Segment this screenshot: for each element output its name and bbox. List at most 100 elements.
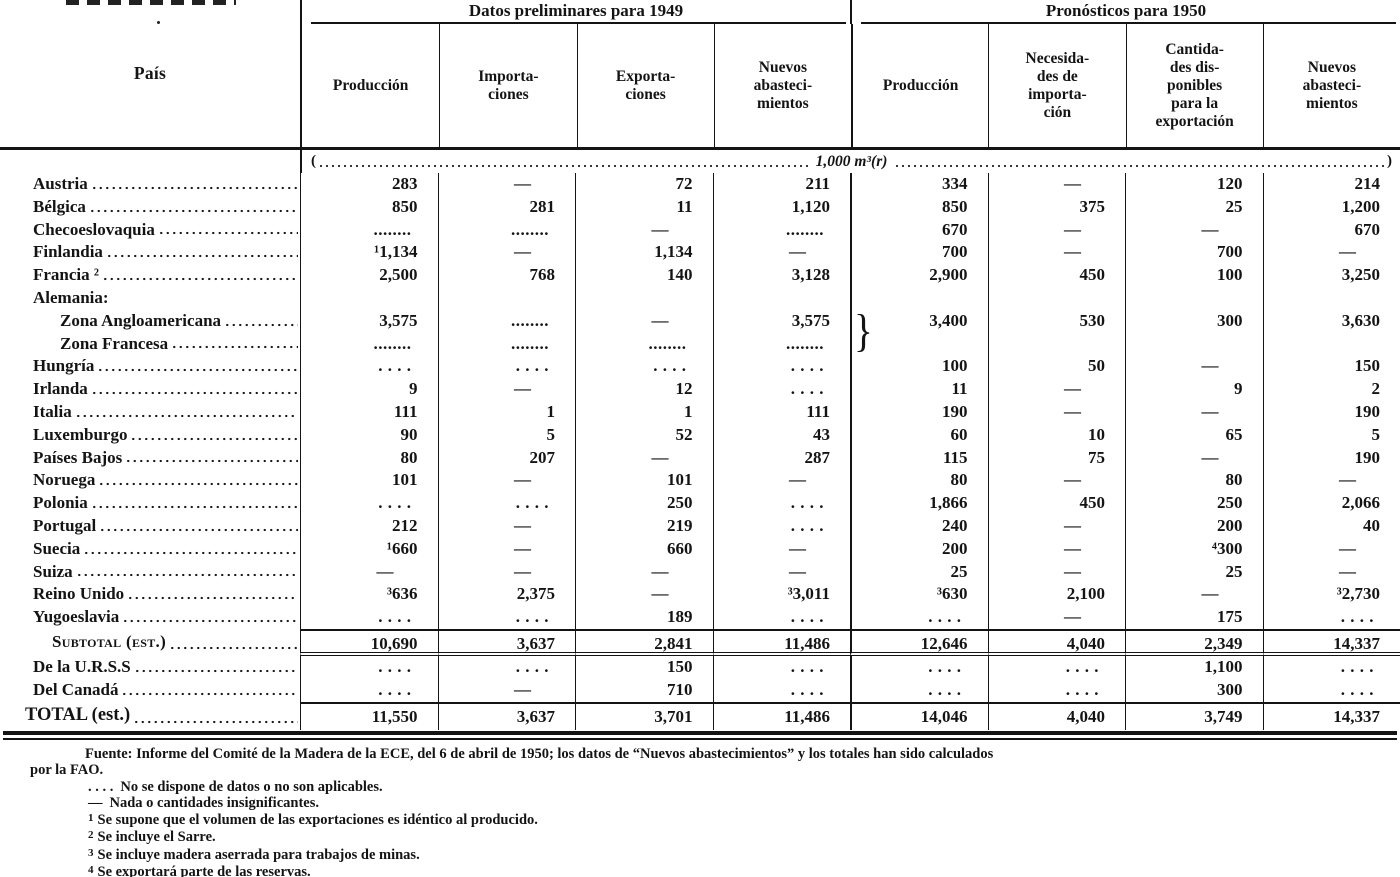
group-header-1950: Pronósticos para 1950 xyxy=(850,0,1400,24)
country-name: Bélgica xyxy=(33,196,86,216)
country-cell: Polonia xyxy=(0,492,300,515)
footnote-3-text: Se incluye madera aserrada para trabajos… xyxy=(97,846,420,863)
table-row: Francia ² 2,500 768 140 3,128 2,900 450 … xyxy=(0,264,1400,287)
country-name: Subtotal (est.) xyxy=(52,631,167,651)
unit-row-body: ( 1,000 m³(r) ) xyxy=(302,150,1400,173)
cell-exportaciones-1949: — xyxy=(575,583,713,607)
cell-necesidades-importacion-1950: — xyxy=(987,378,1126,401)
column-header-row: Producción Importa- ciones Exporta- cion… xyxy=(302,24,1400,147)
country-cell: Reino Unido xyxy=(0,583,300,606)
country-cell: Checoeslovaquia xyxy=(0,219,300,242)
cell-importaciones-1949: 207 xyxy=(437,446,576,470)
cell-necesidades-importacion-1950: 375 xyxy=(987,195,1126,219)
cell-nuevos-abastecimientos-1950: ³2,730 xyxy=(1262,583,1400,607)
table-row: De la U.R.S.S . . . . . . . . 150 . . . … xyxy=(0,655,1400,679)
cell-necesidades-importacion-1950: — xyxy=(987,514,1126,538)
column-header-nuevos-abastecimientos-1949: Nuevos abasteci- mientos xyxy=(713,24,851,147)
germany-zones-brace: } xyxy=(854,305,873,356)
country-name: Países Bajos xyxy=(33,447,123,467)
cell-exportaciones-1949: 12 xyxy=(575,378,713,401)
cell-produccion-1950: 334 xyxy=(850,173,988,196)
dotted-leader xyxy=(75,572,298,579)
country-name: Hungría xyxy=(33,356,95,376)
cell-necesidades-importacion-1950: — xyxy=(987,241,1126,265)
cell-nuevos-abastecimientos-1950: 3,250 xyxy=(1262,264,1400,287)
cell-nuevos-abastecimientos-1949: 211 xyxy=(712,173,851,196)
country-header-label: País xyxy=(133,63,167,83)
country-cell: Austria xyxy=(0,173,300,196)
cell-produccion-1950: 850 xyxy=(850,195,988,219)
dotted-rule xyxy=(894,162,1385,169)
country-cell: Luxemburgo xyxy=(0,424,300,447)
table-row: Países Bajos 80 207 — 287 115 75 — 190 xyxy=(0,446,1400,470)
cell-cantidades-exportacion-1950: 300 xyxy=(1125,309,1263,333)
header-right: Datos preliminares para 1949 Pronósticos… xyxy=(302,0,1400,147)
legend-marker: . . . . xyxy=(88,778,114,795)
legend-item: 3 Se incluye madera aserrada para trabajo… xyxy=(88,847,1374,865)
table-row: Reino Unido ³636 2,375 — ³3,011 ³630 2,1… xyxy=(0,583,1400,607)
cell-nuevos-abastecimientos-1950: — xyxy=(1262,469,1400,493)
cell-necesidades-importacion-1950: 2,100 xyxy=(987,583,1126,607)
country-name: Suecia xyxy=(33,538,81,558)
country-cell: De la U.R.S.S xyxy=(0,656,300,679)
cell-importaciones-1949: — xyxy=(437,537,576,561)
unit-label: 1,000 m³(r) xyxy=(815,152,888,170)
cell-cantidades-exportacion-1950: 65 xyxy=(1125,423,1263,447)
cell-nuevos-abastecimientos-1949: ........ xyxy=(712,332,851,356)
country-name: Reino Unido xyxy=(33,584,125,604)
table-row: Irlanda 9 — 12 . . . . 11 — 9 2 xyxy=(0,378,1400,401)
country-name: Irlanda xyxy=(33,379,88,399)
column-header-exportaciones-1949: Exporta- ciones xyxy=(576,24,714,147)
cell-importaciones-1949: ........ xyxy=(437,309,576,333)
table-row: Hungría . . . . . . . . . . . . . . . . … xyxy=(0,355,1400,379)
cell-importaciones-1949: ........ xyxy=(437,218,576,242)
cell-nuevos-abastecimientos-1950: 14,337 xyxy=(1262,701,1400,730)
cell-cantidades-exportacion-1950 xyxy=(1125,332,1263,356)
footnote-4-text: Se exportará parte de las reservas. xyxy=(97,864,311,877)
cell-produccion-1949: 111 xyxy=(300,400,438,424)
cell-importaciones-1949: 3,637 xyxy=(437,628,575,656)
cell-exportaciones-1949: — xyxy=(575,218,713,242)
cell-produccion-1950: 80 xyxy=(850,469,988,493)
cell-exportaciones-1949: — xyxy=(575,309,713,333)
cell-produccion-1950: 200 xyxy=(850,537,988,561)
cell-necesidades-importacion-1950 xyxy=(987,286,1126,310)
unit-open-paren: ( xyxy=(311,153,316,169)
dotted-leader xyxy=(127,595,298,602)
cell-importaciones-1949: ........ xyxy=(437,332,576,356)
unit-row: ( 1,000 m³(r) ) xyxy=(0,150,1400,173)
cell-produccion-1950: 3,400 xyxy=(850,309,988,333)
cell-produccion-1949: ³636 xyxy=(300,583,438,607)
cell-nuevos-abastecimientos-1950: 2 xyxy=(1262,378,1400,401)
cell-necesidades-importacion-1950: — xyxy=(987,606,1126,629)
cell-importaciones-1949: 1 xyxy=(437,400,576,424)
cell-nuevos-abastecimientos-1949: . . . . xyxy=(712,655,851,679)
cell-produccion-1950: 11 xyxy=(850,378,988,401)
cell-importaciones-1949: — xyxy=(437,514,576,538)
cell-nuevos-abastecimientos-1950: 14,337 xyxy=(1262,628,1400,656)
table-row: Italia 111 1 1 111 190 — — 190 xyxy=(0,400,1400,424)
cell-produccion-1949: 2,500 xyxy=(300,264,438,287)
country-cell: Yugoeslavia xyxy=(0,606,300,629)
cell-exportaciones-1949: 1 xyxy=(575,400,713,424)
legend-text: No se dispone de datos o no son aplicabl… xyxy=(120,778,383,795)
dotted-leader xyxy=(74,412,298,419)
cell-produccion-1949 xyxy=(300,286,438,310)
cell-exportaciones-1949: 101 xyxy=(575,469,713,493)
cell-necesidades-importacion-1950: — xyxy=(987,469,1126,493)
footnote-1-text: Se supone que el volumen de las exportac… xyxy=(97,811,538,828)
footnote-4-marker: 4 xyxy=(88,864,94,877)
legend-marker: — xyxy=(88,795,103,812)
cell-cantidades-exportacion-1950: 100 xyxy=(1125,264,1263,287)
cell-importaciones-1949: — xyxy=(437,678,576,702)
unit-close-paren: ) xyxy=(1387,153,1392,169)
cell-cantidades-exportacion-1950: 3,749 xyxy=(1125,701,1263,730)
cell-produccion-1950 xyxy=(850,286,988,310)
cell-necesidades-importacion-1950: — xyxy=(987,400,1126,424)
source-note-line1: Fuente: Informe del Comité de la Madera … xyxy=(85,745,994,762)
cell-nuevos-abastecimientos-1949: 111 xyxy=(712,400,851,424)
table-row: Subtotal (est.) 10,690 3,637 2,841 11,48… xyxy=(0,628,1400,656)
column-header-produccion-1950: Producción xyxy=(851,24,988,147)
legend-item: 4 Se exportará parte de las reservas. xyxy=(88,864,1374,877)
country-cell: Del Canadá xyxy=(0,679,300,702)
